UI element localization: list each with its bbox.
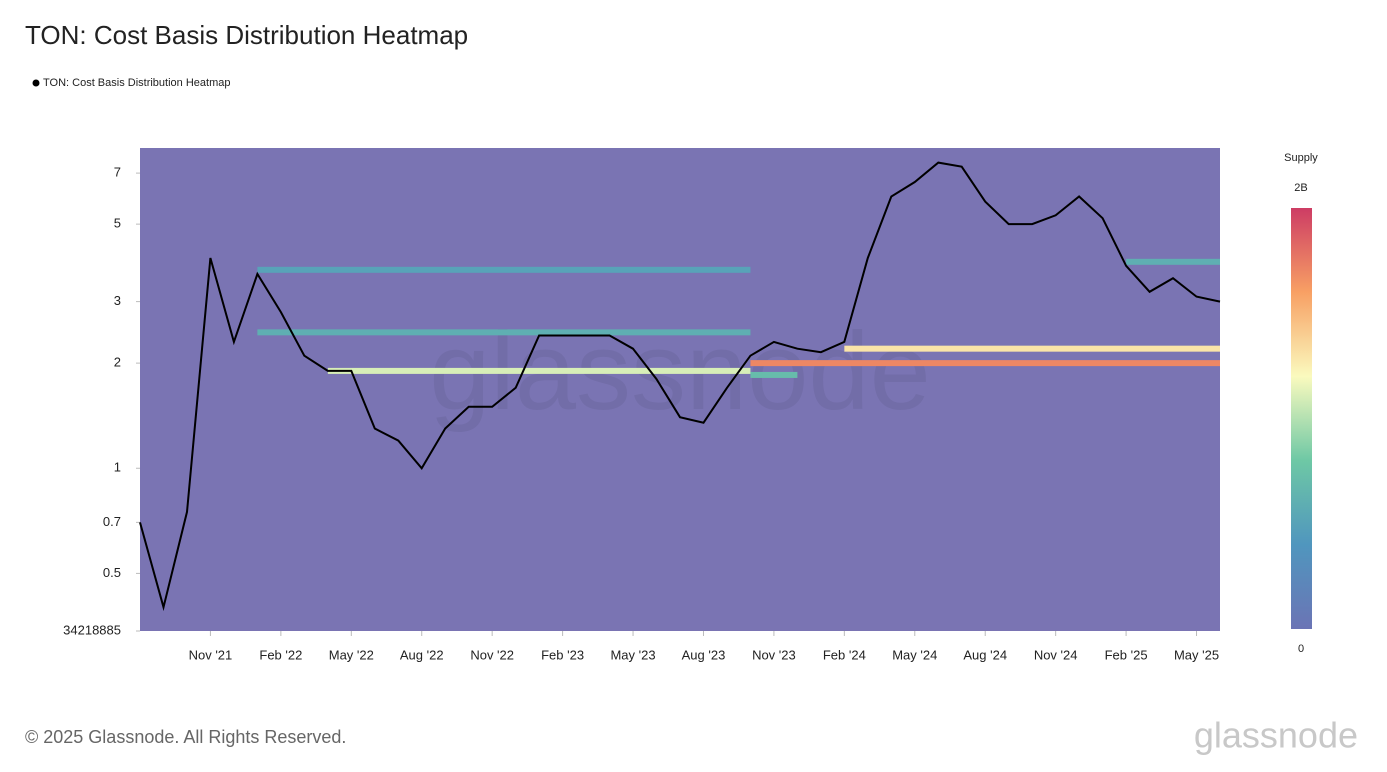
x-tick-label: Aug '23	[682, 647, 726, 662]
price-line	[139, 161, 1221, 612]
y-tick-label: 5	[114, 216, 121, 231]
heat-band	[750, 371, 798, 378]
x-tick-label: Feb '23	[541, 647, 584, 662]
y-tick-label: 7	[114, 165, 121, 180]
x-tick-label: Nov '23	[752, 647, 796, 662]
y-tick-label: 3	[114, 293, 121, 308]
x-tick-label: May '23	[610, 647, 655, 662]
heat-band	[327, 367, 751, 374]
x-tick-label: May '24	[892, 647, 937, 662]
y-tick-label: 2	[114, 355, 121, 370]
legend-dot	[32, 79, 40, 87]
y-tick-label: 0.5	[103, 565, 121, 580]
chart-title: TON: Cost Basis Distribution Heatmap	[25, 20, 468, 50]
colorbar-tick-label: 2B	[1294, 182, 1307, 194]
x-tick-label: Nov '22	[470, 647, 514, 662]
y-tick-label: 34218885	[63, 622, 121, 637]
heat-band	[750, 360, 1220, 367]
x-tick-label: Aug '24	[963, 647, 1007, 662]
colorbar-tick-label: 0	[1298, 643, 1304, 655]
colorbar-title: Supply	[1284, 152, 1318, 164]
x-tick-label: Aug '22	[400, 647, 444, 662]
x-tick-label: May '25	[1174, 647, 1219, 662]
heat-band	[257, 266, 751, 273]
heat-band	[844, 345, 1220, 352]
plot-background	[140, 148, 1220, 631]
x-tick-label: Feb '24	[823, 647, 866, 662]
y-tick-label: 1	[114, 460, 121, 475]
colorbar	[1291, 208, 1312, 629]
heat-band	[257, 329, 751, 336]
x-tick-label: May '22	[329, 647, 374, 662]
x-tick-label: Nov '21	[189, 647, 233, 662]
footer: © 2025 Glassnode. All Rights Reserved.	[25, 727, 346, 747]
logo: glassnode	[1194, 715, 1358, 756]
x-tick-label: Feb '25	[1105, 647, 1148, 662]
y-tick-label: 0.7	[103, 514, 121, 529]
x-tick-label: Nov '24	[1034, 647, 1078, 662]
x-tick-label: Feb '22	[259, 647, 302, 662]
heat-band	[1126, 258, 1220, 265]
legend-label: TON: Cost Basis Distribution Heatmap	[43, 77, 230, 89]
